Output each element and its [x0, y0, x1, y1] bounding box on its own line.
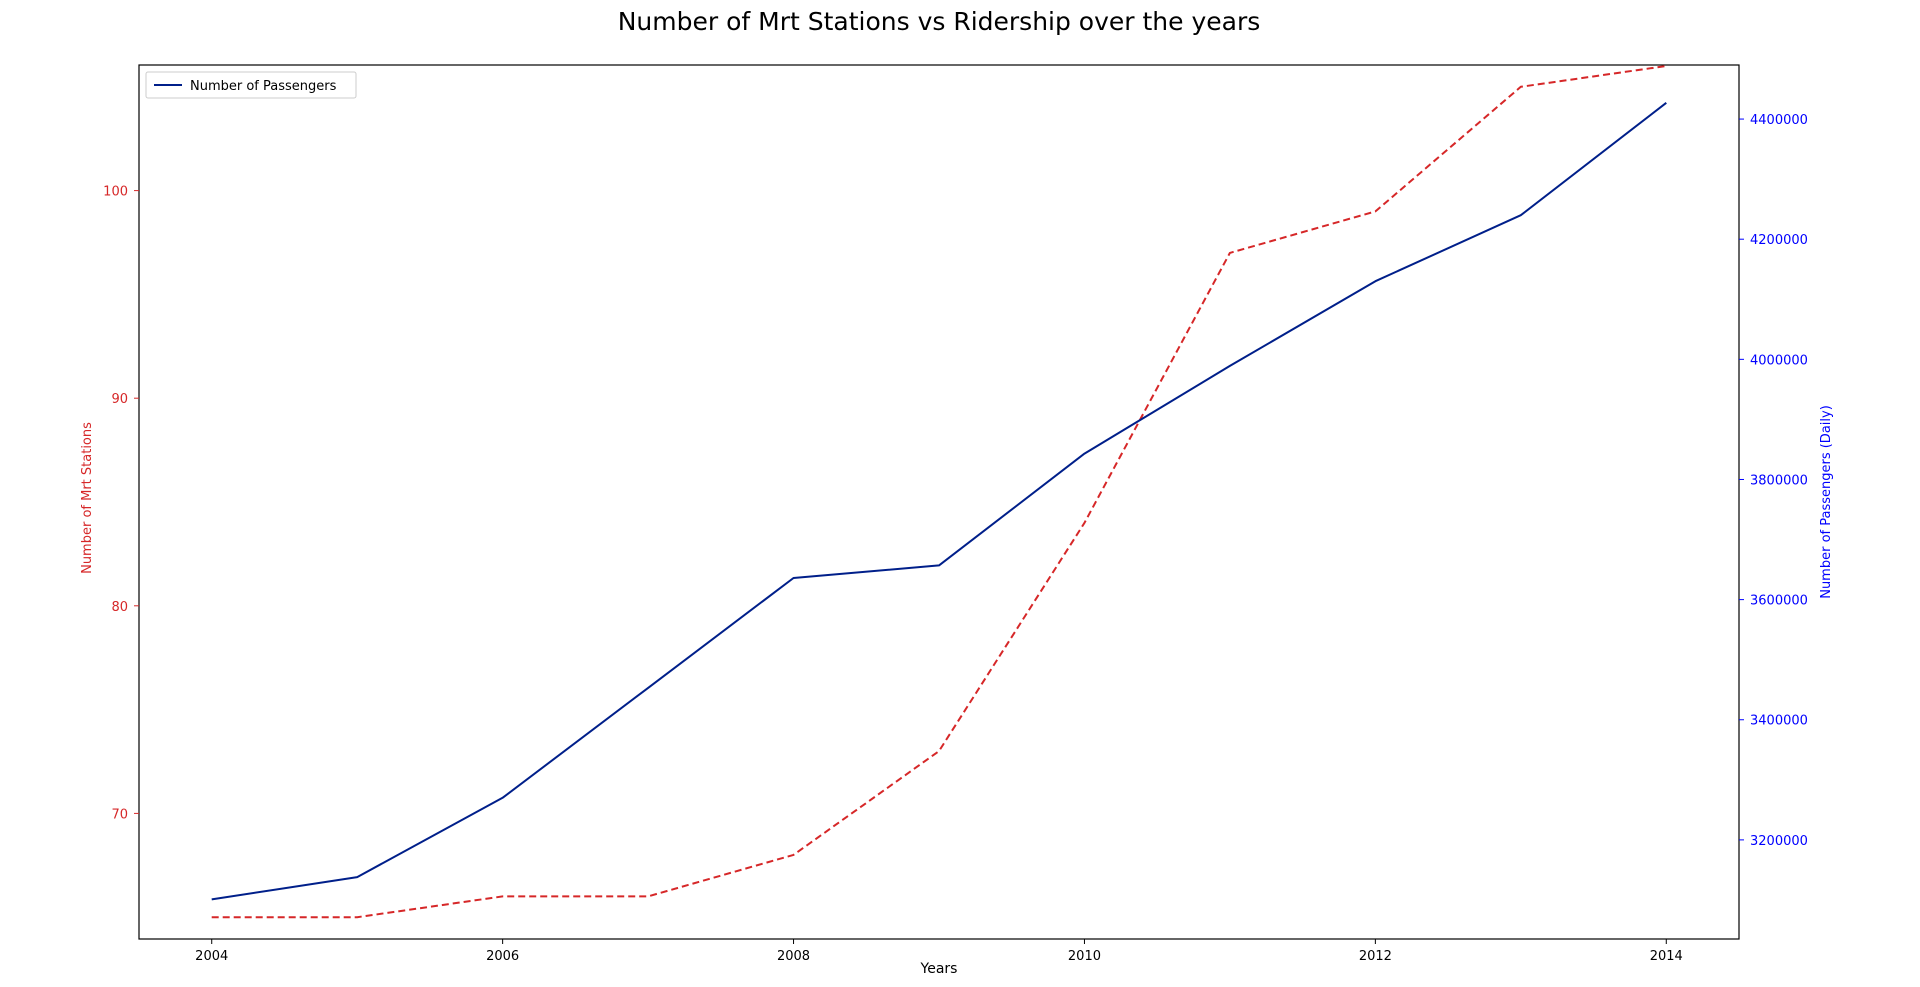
right-tick-label: 4200000 [1750, 233, 1808, 248]
x-tick-label: 2008 [777, 949, 810, 964]
plot-frame [138, 64, 1740, 940]
right-tick-label: 3200000 [1750, 834, 1808, 849]
x-axis-label: Years [920, 961, 958, 977]
chart-title: Number of Mrt Stations vs Ridership over… [618, 7, 1261, 36]
legend-label-passengers: Number of Passengers [190, 79, 337, 94]
right-axis-label: Number of Passengers (Daily) [1819, 405, 1834, 599]
left-axis-label: Number of Mrt Stations [80, 422, 95, 574]
right-tick-label: 4000000 [1750, 353, 1808, 368]
right-tick-label: 3800000 [1750, 473, 1808, 488]
legend-box [145, 71, 357, 99]
series-line-passengers [211, 102, 1667, 901]
series-line-stations [211, 65, 1667, 919]
legend: Number of Passengers [145, 71, 357, 99]
right-tick-label: 3400000 [1750, 714, 1808, 729]
plot-area: 2004 2006 2008 2010 2012 2014 70 80 90 100 3200000… [103, 64, 1808, 964]
left-tick-label: 100 [103, 185, 128, 200]
right-tick-label: 4400000 [1750, 113, 1808, 128]
x-tick-label: 2004 [195, 949, 228, 964]
x-tick-label: 2006 [486, 949, 519, 964]
x-tick-label: 2014 [1650, 949, 1683, 964]
left-tick-label: 80 [111, 600, 128, 615]
x-tick-label: 2012 [1359, 949, 1392, 964]
left-tick-label: 70 [111, 807, 128, 822]
x-tick-label: 2010 [1068, 949, 1101, 964]
left-tick-label: 90 [111, 392, 128, 407]
right-tick-label: 3600000 [1750, 594, 1808, 609]
